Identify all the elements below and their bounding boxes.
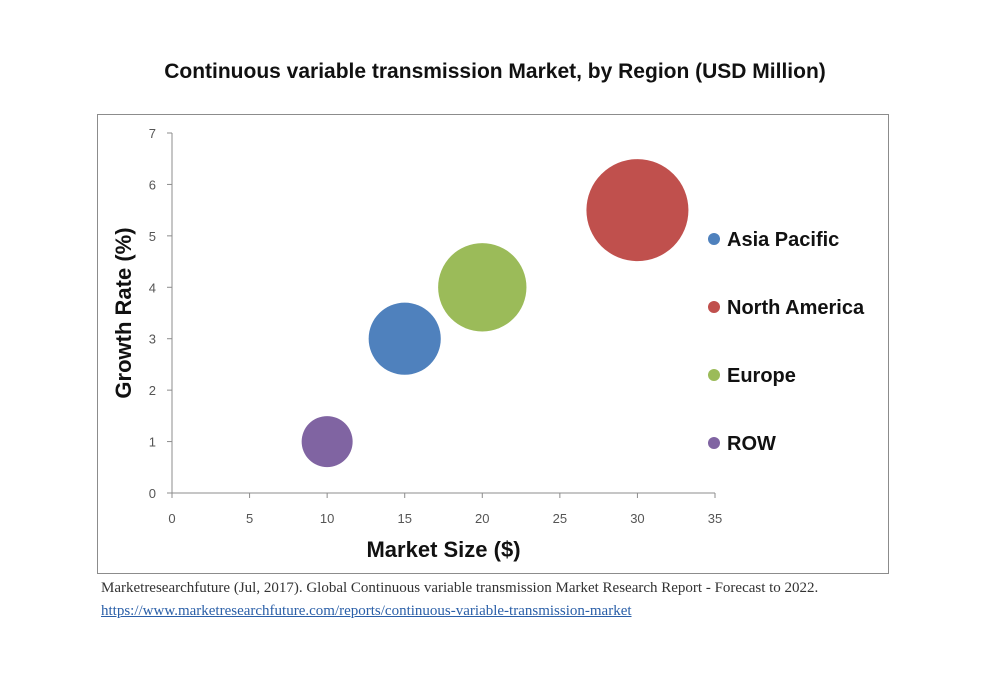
y-tick-label: 7 [149,126,156,141]
y-tick-label: 4 [149,280,156,295]
y-tick-label: 0 [149,486,156,501]
bubble-asia-pacific [368,302,441,375]
bubble-row [301,416,353,468]
chart-title: Continuous variable transmission Market,… [164,60,826,83]
legend-label-north-america: North America [727,297,865,319]
legend-marker-row [708,437,720,449]
legend: Asia Pacific North America Europe ROW [708,229,865,455]
bubble-europe [438,243,527,332]
x-axis: 0 5 10 15 20 25 30 35 [168,492,722,526]
legend-label-asia-pacific: Asia Pacific [727,229,839,251]
y-tick-label: 5 [149,229,156,244]
x-tick-label: 5 [246,511,253,526]
legend-marker-north-america [708,301,720,313]
y-tick-label: 6 [149,177,156,192]
legend-marker-asia-pacific [708,233,720,245]
x-tick-label: 35 [708,511,722,526]
y-tick-label: 3 [149,332,156,347]
bubble-chart: 0 1 2 3 4 5 6 7 0 5 10 15 20 25 30 35 Asia Pacific Nort… [111,126,865,562]
y-tick-label: 2 [149,383,156,398]
x-tick-label: 15 [397,511,411,526]
bubbles [301,159,689,468]
legend-label-row: ROW [727,433,776,455]
x-axis-title: Market Size ($) [366,537,520,562]
y-axis-title: Growth Rate (%) [111,227,136,398]
legend-marker-europe [708,369,720,381]
y-axis: 0 1 2 3 4 5 6 7 [149,126,173,501]
y-tick-label: 1 [149,435,156,450]
x-tick-label: 10 [320,511,334,526]
chart-frame [97,114,889,574]
bubble-north-america [586,159,689,262]
x-tick-label: 30 [630,511,644,526]
x-tick-label: 25 [553,511,567,526]
legend-label-europe: Europe [727,365,796,387]
source-link[interactable]: https://www.marketresearchfuture.com/rep… [101,603,632,619]
source-citation: Marketresearchfuture (Jul, 2017). Global… [101,580,819,596]
x-tick-label: 20 [475,511,489,526]
x-tick-label: 0 [168,511,175,526]
